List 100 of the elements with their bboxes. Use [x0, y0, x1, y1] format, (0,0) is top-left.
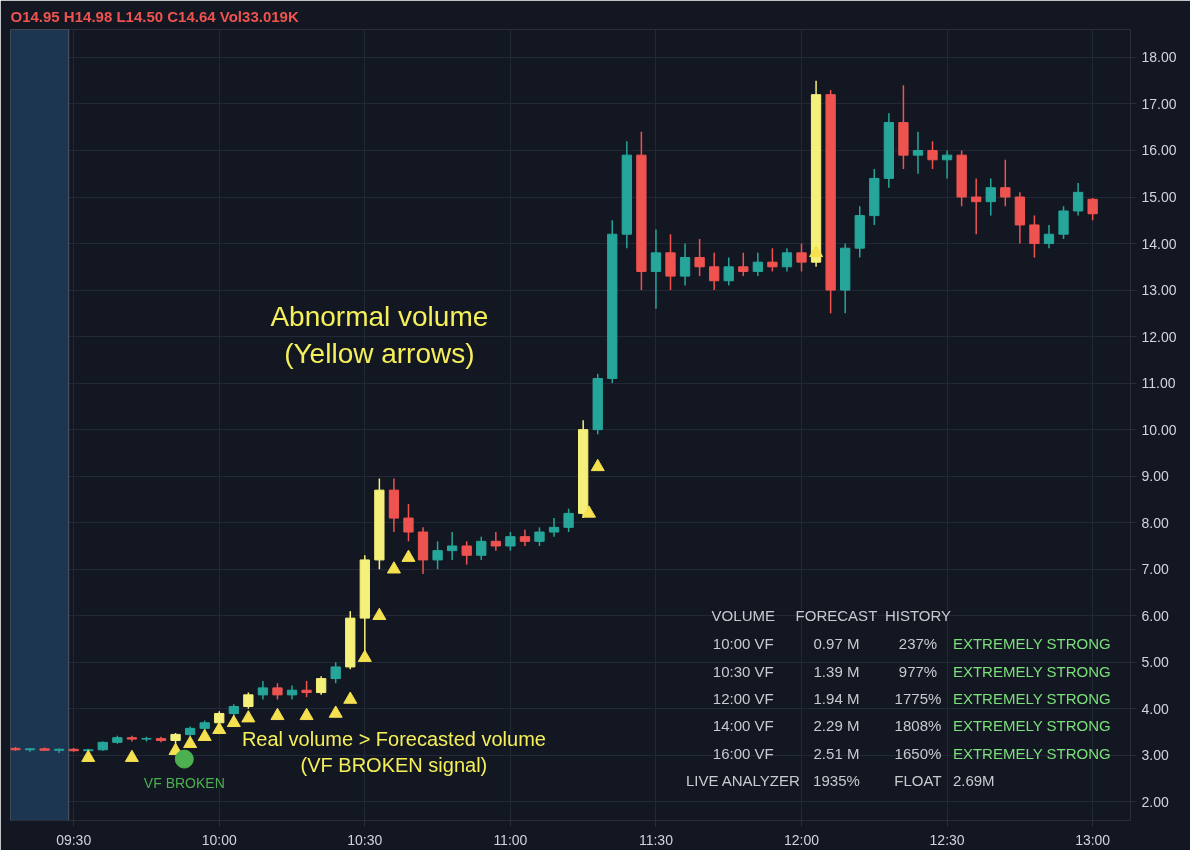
annotation: Abnormal volume (Yellow arrows)	[270, 300, 489, 370]
y-tick-label: 13.00	[1141, 282, 1177, 299]
point	[357, 649, 372, 662]
annotation: VF BROKEN	[143, 775, 225, 792]
y-tick-label: 7.00	[1141, 561, 1169, 578]
candlestick	[985, 177, 996, 217]
annotation: 2.51 M	[813, 744, 860, 762]
x-tick-label: 10:00	[201, 831, 237, 848]
chart-title: O14.95 H14.98 L14.50 C14.64 Vol33.019K	[10, 7, 299, 25]
candlestick	[665, 233, 676, 291]
y-tick-label: 18.00	[1141, 49, 1177, 66]
point	[226, 714, 241, 728]
candlestick	[912, 131, 924, 175]
point	[328, 705, 343, 718]
annotation: EXTREMELY STRONG	[952, 689, 1111, 707]
annotation: FLOAT	[894, 772, 942, 790]
point	[386, 561, 401, 574]
point	[174, 749, 194, 769]
annotation: 1.39 M	[813, 662, 860, 680]
candlestick	[534, 526, 545, 547]
annotation: FORECAST	[795, 607, 878, 625]
candlestick	[476, 535, 487, 561]
annotation: 1808%	[894, 717, 942, 735]
point	[372, 607, 387, 621]
candlestick	[1058, 205, 1069, 240]
annotation: Real volume > Forecasted volume (VF BROKEN signal)	[241, 727, 546, 777]
point	[197, 728, 212, 741]
y-tick-label: 17.00	[1141, 95, 1177, 112]
point	[183, 735, 198, 748]
annotation: VOLUME	[711, 607, 775, 625]
candlestick	[563, 508, 574, 533]
y-tick-label: 10.00	[1141, 421, 1177, 438]
candlestick	[738, 252, 749, 277]
candlestick	[752, 252, 763, 277]
point	[212, 721, 227, 735]
annotation: EXTREMELY STRONG	[952, 662, 1111, 680]
annotation: 1935%	[813, 772, 860, 790]
candlestick	[723, 256, 734, 287]
candlestick	[1000, 159, 1011, 208]
candlestick	[330, 661, 341, 684]
annotation: 1.94 M	[813, 689, 860, 707]
x-tick-label: 13:00	[1075, 831, 1111, 848]
x-tick-label: 11:00	[493, 831, 528, 848]
candlestick	[1029, 214, 1040, 259]
annotation: 0.97 M	[813, 635, 860, 653]
candlestick	[796, 242, 807, 273]
x-tick-label: 10:30	[347, 831, 383, 848]
point	[401, 549, 416, 562]
y-tick-label: 15.00	[1141, 189, 1177, 206]
x-tick-label: 11:30	[638, 831, 674, 848]
annotation: EXTREMELY STRONG	[952, 635, 1111, 653]
annotation: 1775%	[894, 689, 942, 707]
annotation: 237%	[898, 635, 938, 653]
annotation: EXTREMELY STRONG	[952, 744, 1111, 762]
y-tick-label: 11.00	[1141, 375, 1176, 392]
point	[299, 707, 314, 721]
y-tick-label: 3.00	[1141, 747, 1169, 764]
point	[124, 749, 139, 762]
y-tick-label: 14.00	[1141, 235, 1177, 252]
annotation: 14:00 VF	[712, 717, 774, 735]
point	[809, 244, 824, 258]
candlestick	[432, 540, 443, 570]
y-tick-label: 9.00	[1141, 468, 1169, 485]
y-tick-label: 5.00	[1141, 654, 1169, 671]
point	[581, 505, 596, 518]
candlestick	[694, 238, 705, 277]
candlestick	[447, 531, 458, 561]
y-tick-label: 6.00	[1141, 607, 1169, 624]
candlestick	[709, 252, 720, 291]
y-tick-label: 2.00	[1141, 793, 1169, 810]
candlestick	[971, 177, 982, 235]
point	[590, 458, 605, 472]
candlestick	[941, 149, 953, 180]
annotation: LIVE ANALYZER	[685, 772, 801, 790]
candlestick	[650, 228, 662, 310]
candlestick	[1043, 224, 1055, 249]
candlestick	[781, 247, 793, 273]
y-tick-label: 16.00	[1141, 142, 1177, 159]
point	[241, 710, 256, 723]
candlestick	[927, 140, 938, 170]
point	[270, 707, 285, 721]
annotation: 12:00 VF	[712, 689, 774, 707]
x-tick-label: 12:00	[784, 831, 820, 848]
candlestick	[490, 531, 501, 552]
candlestick	[548, 517, 560, 538]
x-tick-label: 09:30	[56, 831, 92, 848]
candlestick	[1087, 197, 1098, 222]
candlestick	[315, 675, 327, 696]
candlestick	[403, 503, 414, 543]
y-tick-label: 4.00	[1141, 700, 1169, 717]
annotation: 10:30 VF	[712, 662, 774, 680]
annotation: 16:00 VF	[712, 744, 774, 762]
annotation: EXTREMELY STRONG	[952, 717, 1111, 735]
annotation: 1650%	[894, 744, 942, 762]
y-tick-label: 12.00	[1141, 328, 1177, 345]
x-tick-label: 12:30	[929, 831, 965, 848]
annotation: 2.29 M	[813, 717, 860, 735]
annotation: HISTORY	[884, 607, 952, 625]
candlestick	[679, 242, 691, 287]
point	[343, 691, 358, 704]
